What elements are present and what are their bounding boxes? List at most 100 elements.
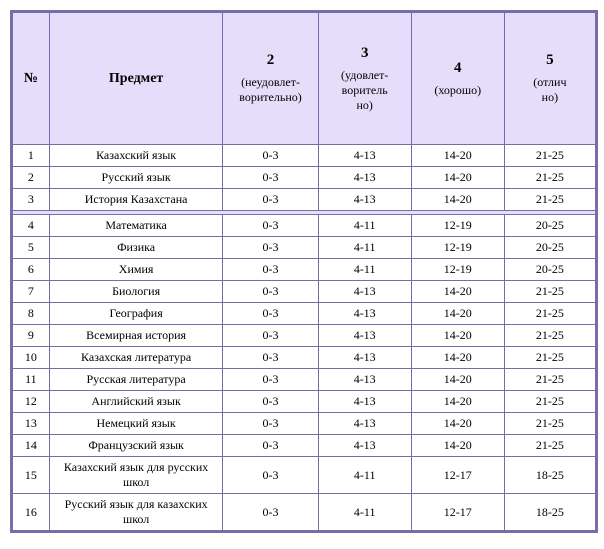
cell-grade-4: 14-20 [411, 369, 504, 391]
cell-subject: Математика [49, 215, 223, 237]
cell-grade-5: 18-25 [504, 457, 595, 494]
header-row: № Предмет 2 (неудовлет-ворительно) 3 (уд… [13, 13, 596, 145]
cell-grade-4: 12-19 [411, 215, 504, 237]
cell-grade-3: 4-13 [318, 281, 411, 303]
cell-grade-5: 21-25 [504, 167, 595, 189]
cell-grade-4: 12-19 [411, 237, 504, 259]
cell-num: 11 [13, 369, 50, 391]
cell-grade-5: 21-25 [504, 413, 595, 435]
cell-grade-3: 4-13 [318, 145, 411, 167]
header-grade-2-label: (неудовлет-ворительно) [227, 75, 313, 105]
table-row: 12Английский язык0-34-1314-2021-25 [13, 391, 596, 413]
cell-num: 3 [13, 189, 50, 211]
cell-num: 4 [13, 215, 50, 237]
cell-grade-5: 21-25 [504, 325, 595, 347]
cell-subject: Химия [49, 259, 223, 281]
cell-subject: Казахский язык [49, 145, 223, 167]
header-subject: Предмет [49, 13, 223, 145]
header-grade-4-label: (хорошо) [416, 83, 500, 98]
cell-grade-5: 21-25 [504, 145, 595, 167]
cell-grade-5: 21-25 [504, 391, 595, 413]
grade-table: № Предмет 2 (неудовлет-ворительно) 3 (уд… [12, 12, 596, 531]
cell-subject: Биология [49, 281, 223, 303]
cell-grade-4: 14-20 [411, 281, 504, 303]
table-row: 10Казахская литература0-34-1314-2021-25 [13, 347, 596, 369]
cell-num: 5 [13, 237, 50, 259]
cell-grade-3: 4-13 [318, 167, 411, 189]
cell-num: 15 [13, 457, 50, 494]
cell-grade-4: 12-17 [411, 494, 504, 531]
cell-grade-5: 21-25 [504, 281, 595, 303]
table-row: 3История Казахстана0-34-1314-2021-25 [13, 189, 596, 211]
cell-grade-2: 0-3 [223, 189, 318, 211]
cell-grade-4: 14-20 [411, 435, 504, 457]
header-grade-5: 5 (отлично) [504, 13, 595, 145]
cell-grade-3: 4-13 [318, 413, 411, 435]
cell-subject: Русский язык для казахских школ [49, 494, 223, 531]
table-row: 4Математика0-34-1112-1920-25 [13, 215, 596, 237]
cell-grade-2: 0-3 [223, 494, 318, 531]
cell-subject: Французский язык [49, 435, 223, 457]
table-row: 6Химия0-34-1112-1920-25 [13, 259, 596, 281]
cell-subject: Немецкий язык [49, 413, 223, 435]
cell-num: 10 [13, 347, 50, 369]
cell-subject: Всемирная история [49, 325, 223, 347]
cell-grade-3: 4-11 [318, 494, 411, 531]
header-num-label: № [24, 71, 38, 86]
cell-grade-4: 14-20 [411, 391, 504, 413]
cell-grade-3: 4-11 [318, 259, 411, 281]
cell-num: 8 [13, 303, 50, 325]
table-row: 2Русский язык0-34-1314-2021-25 [13, 167, 596, 189]
cell-grade-3: 4-13 [318, 369, 411, 391]
table-body: 1Казахский язык0-34-1314-2021-252Русский… [13, 145, 596, 531]
table-row: 9Всемирная история0-34-1314-2021-25 [13, 325, 596, 347]
cell-grade-5: 20-25 [504, 259, 595, 281]
table-row: 15Казахский язык для русских школ0-34-11… [13, 457, 596, 494]
cell-grade-3: 4-11 [318, 457, 411, 494]
cell-grade-2: 0-3 [223, 369, 318, 391]
cell-subject: История Казахстана [49, 189, 223, 211]
cell-num: 14 [13, 435, 50, 457]
header-num: № [13, 13, 50, 145]
cell-grade-3: 4-13 [318, 303, 411, 325]
cell-grade-5: 20-25 [504, 237, 595, 259]
cell-subject: Русский язык [49, 167, 223, 189]
cell-grade-2: 0-3 [223, 325, 318, 347]
table-row: 8География0-34-1314-2021-25 [13, 303, 596, 325]
cell-grade-5: 21-25 [504, 435, 595, 457]
table-row: 14Французский язык0-34-1314-2021-25 [13, 435, 596, 457]
header-grade-5-label: (отлично) [509, 75, 591, 105]
cell-grade-5: 21-25 [504, 369, 595, 391]
header-grade-3-num: 3 [323, 45, 407, 62]
header-grade-5-num: 5 [509, 52, 591, 69]
cell-subject: Казахская литература [49, 347, 223, 369]
cell-grade-2: 0-3 [223, 303, 318, 325]
cell-grade-3: 4-11 [318, 237, 411, 259]
header-grade-2-num: 2 [227, 52, 313, 69]
grade-table-container: № Предмет 2 (неудовлет-ворительно) 3 (уд… [10, 10, 598, 533]
cell-grade-4: 12-19 [411, 259, 504, 281]
cell-grade-2: 0-3 [223, 237, 318, 259]
cell-subject: Английский язык [49, 391, 223, 413]
cell-grade-3: 4-13 [318, 347, 411, 369]
header-grade-3: 3 (удовлет-ворительно) [318, 13, 411, 145]
cell-grade-3: 4-13 [318, 325, 411, 347]
cell-num: 12 [13, 391, 50, 413]
header-grade-4: 4 (хорошо) [411, 13, 504, 145]
header-grade-2: 2 (неудовлет-ворительно) [223, 13, 318, 145]
header-grade-3-label: (удовлет-ворительно) [323, 68, 407, 113]
cell-grade-4: 14-20 [411, 325, 504, 347]
table-row: 13Немецкий язык0-34-1314-2021-25 [13, 413, 596, 435]
cell-grade-4: 14-20 [411, 167, 504, 189]
cell-grade-5: 21-25 [504, 303, 595, 325]
cell-grade-4: 14-20 [411, 303, 504, 325]
cell-grade-4: 14-20 [411, 347, 504, 369]
cell-grade-2: 0-3 [223, 259, 318, 281]
cell-subject: География [49, 303, 223, 325]
cell-grade-2: 0-3 [223, 167, 318, 189]
cell-grade-4: 14-20 [411, 189, 504, 211]
cell-num: 9 [13, 325, 50, 347]
cell-grade-2: 0-3 [223, 215, 318, 237]
table-row: 1Казахский язык0-34-1314-2021-25 [13, 145, 596, 167]
cell-grade-3: 4-13 [318, 391, 411, 413]
